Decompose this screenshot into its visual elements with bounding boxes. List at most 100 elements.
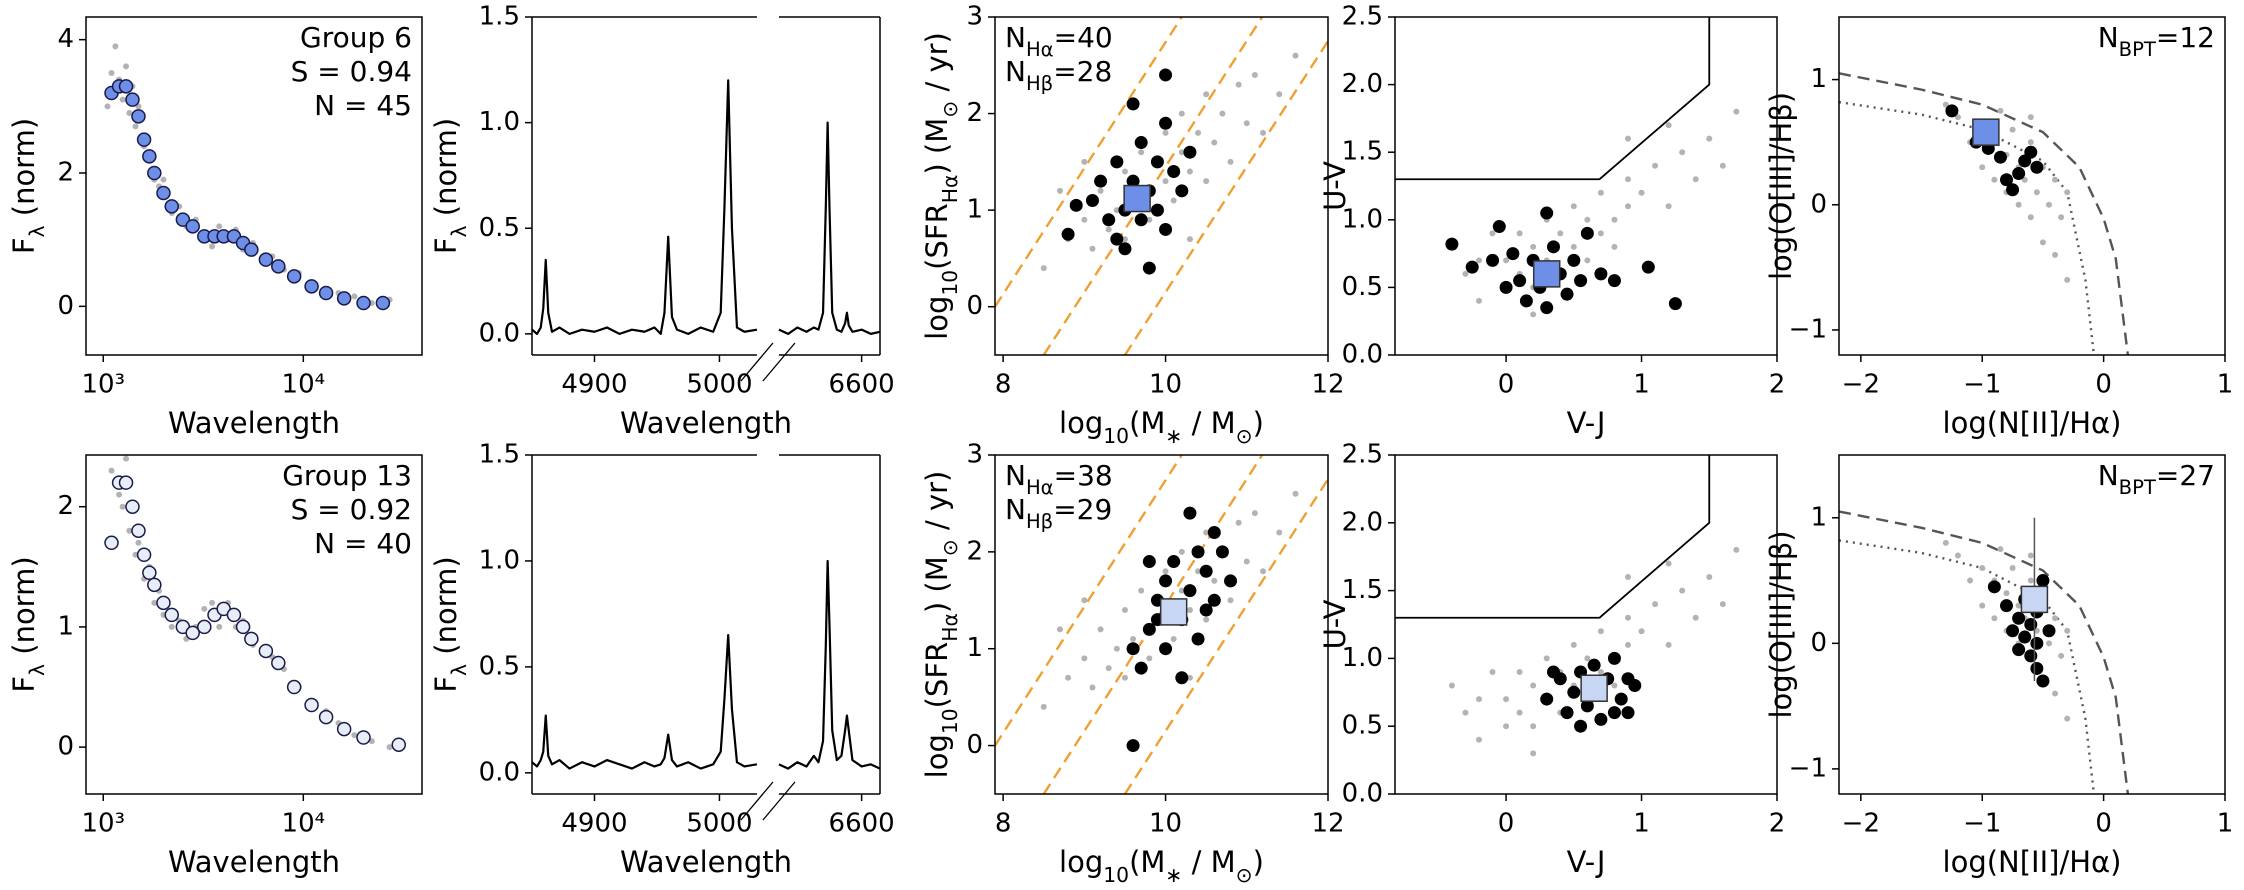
axes-frame [85,454,423,795]
x-tick-label: 2 [1769,809,1786,839]
sample-point [1991,615,1998,622]
group-point [1199,603,1213,617]
sample-point [1097,626,1104,633]
sample-point [1227,597,1234,604]
group-point [1668,297,1682,311]
annotation-part: =27 [2156,459,2215,492]
sample-point [1954,114,1961,121]
y-axis-label-part: / yr) [920,471,954,540]
y-tick-label: 0 [966,291,983,321]
group-point [2000,173,2014,187]
annotation: N = 40 [314,527,412,560]
y-tick-label: 0 [966,730,983,760]
sample-point [1611,682,1618,689]
sample-point [1665,560,1672,567]
sample-point [1475,257,1482,264]
group-point [2000,599,2014,613]
sample-point [1121,606,1128,613]
annotation-part: N [1005,459,1026,492]
sample-point [1570,243,1577,250]
sample-point [1276,91,1283,98]
sample-point [1706,135,1713,142]
sample-point [1105,226,1112,233]
group-point [185,625,200,641]
group-point [1159,222,1173,236]
sample-point [209,599,216,606]
sample-point [1056,187,1063,194]
x-tick-label: 0 [1498,809,1515,839]
mean-square [1532,260,1561,288]
group-point [2006,624,2020,638]
group-point [1224,574,1238,588]
sample-point [1462,709,1469,716]
sample-point [116,491,123,498]
reference-line [1123,478,1328,794]
x-tick-label: 12 [1311,370,1344,400]
axes-frame [1394,16,1778,356]
sample-point [1195,568,1202,575]
sample-point [1056,626,1063,633]
sample-point [1260,568,1267,575]
group-point [1465,260,1479,274]
group-point [1142,622,1156,636]
sample-point [1611,243,1618,250]
axis-break [740,781,774,821]
y-tick-label: 0.5 [1342,711,1383,741]
x-axis-label-part: V-J [1567,406,1606,440]
group-point [1134,136,1148,150]
group-point [142,565,157,581]
sample-point [1186,674,1193,681]
sample-point [1113,645,1120,652]
group-point [1110,155,1124,169]
sample-point [2027,577,2034,584]
y-tick-label: 2 [57,158,74,188]
plot-area [995,455,1328,794]
group-point [1150,203,1164,217]
x-axis-label: log10(M∗ / M⊙) [1059,845,1264,887]
sample-point [351,732,358,739]
annotation-part: Hα [1026,476,1054,499]
y-axis-label: log(O[III]/Hβ) [1764,92,1798,280]
group-point [1069,198,1083,212]
annotation-part: N [2098,459,2119,492]
sample-point [112,43,119,50]
group-point [271,259,286,274]
sample-point [1089,684,1096,691]
y-tick-label: 0.5 [479,213,520,243]
sample-point [1624,614,1631,621]
x-axis-label: Wavelength [620,406,792,440]
sample-point [1462,270,1469,277]
x-tick-label: 8 [995,809,1012,839]
group-point [1540,301,1554,315]
sample-point [1611,216,1618,223]
sample-point [1665,122,1672,129]
sample-point [1081,216,1088,223]
x-tick-label: −1 [1963,809,2001,839]
sample-point [1097,187,1104,194]
y-axis-label-part: λ [25,664,49,676]
group-point [185,219,200,234]
annotation-part: S = 0.92 [291,493,412,526]
group-point [1142,555,1156,569]
reference-line [1839,510,2130,794]
sample-point [1292,490,1299,497]
sample-point [1638,628,1645,635]
sample-point [1105,665,1112,672]
y-tick-label: 1.0 [1342,204,1383,234]
group-point [258,252,274,267]
group-point [1199,564,1213,578]
group-point [1061,227,1075,241]
annotation-part: =29 [1053,493,1112,526]
group-point [1085,193,1099,207]
group-point [336,291,352,306]
sample-point [119,96,126,103]
panel: −1 0 1 log(O[III]/Hβ) log(N[II]/Hα) −2 −1 0 1 NBP… [1764,454,2233,879]
annotation: NHα=40 [1005,21,1113,61]
y-tick-label: 0 [57,291,74,321]
x-tick-label: 10 [1149,809,1182,839]
annotation: NHβ=29 [1005,493,1112,533]
annotation: Group 13 [282,459,412,492]
plot-area [1395,17,1740,318]
axis-break [740,342,774,382]
group-point [1118,242,1132,256]
